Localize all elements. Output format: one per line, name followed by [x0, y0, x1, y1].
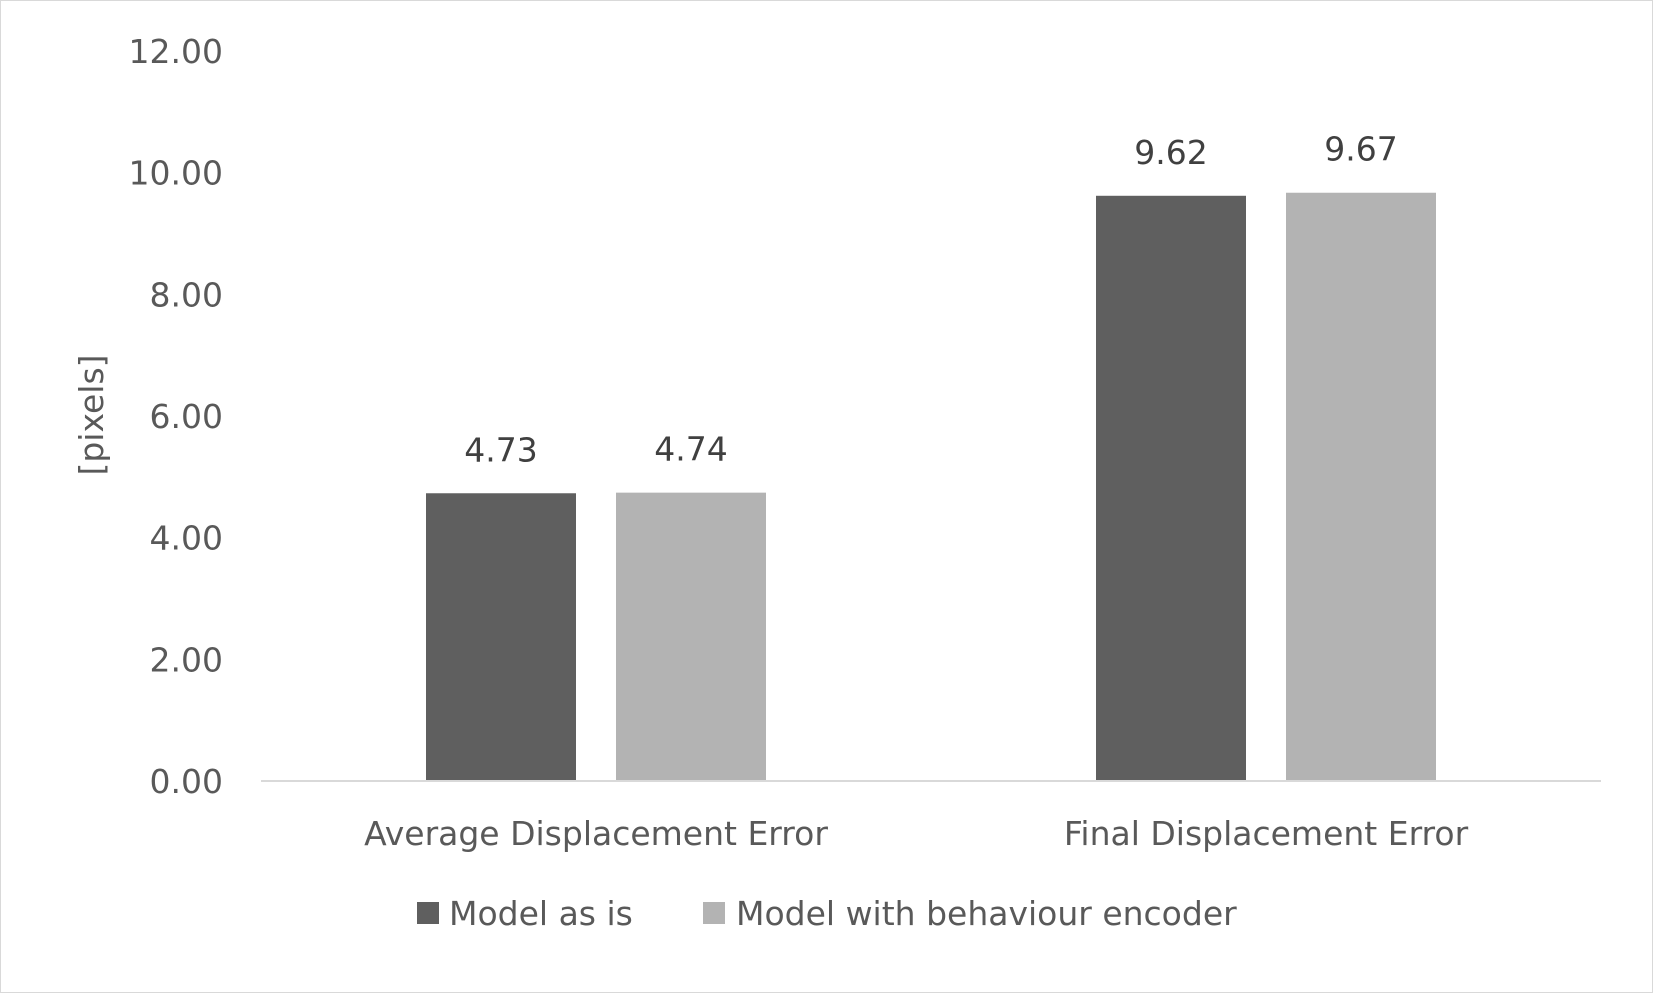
- legend-swatch: [417, 902, 439, 924]
- y-axis-title: [pixels]: [72, 354, 111, 475]
- data-label: 9.62: [1134, 133, 1207, 172]
- bar: [1286, 192, 1436, 781]
- y-tick-label: 2.00: [150, 640, 223, 679]
- legend-label: Model with behaviour encoder: [736, 894, 1237, 933]
- bar: [426, 493, 576, 781]
- y-tick-label: 6.00: [150, 397, 223, 436]
- legend-label: Model as is: [449, 894, 633, 933]
- y-tick-label: 10.00: [129, 154, 223, 193]
- legend-swatch: [703, 902, 725, 924]
- category-label: Average Displacement Error: [364, 814, 828, 853]
- y-tick-label: 4.00: [150, 519, 223, 558]
- y-tick-label: 8.00: [150, 275, 223, 314]
- y-axis-ticks: 0.00 2.00 4.00 6.00 8.00 10.00 12.00: [129, 32, 223, 801]
- bar: [1096, 195, 1246, 782]
- category-label: Final Displacement Error: [1064, 814, 1469, 853]
- legend: Model as is Model with behaviour encoder: [417, 894, 1237, 933]
- bars: 4.73 4.74 9.62 9.67: [426, 130, 1436, 782]
- y-tick-label: 0.00: [150, 762, 223, 801]
- data-label: 9.67: [1324, 130, 1397, 169]
- data-label: 4.74: [654, 430, 727, 469]
- category-labels: Average Displacement Error Final Displace…: [364, 814, 1468, 853]
- y-tick-label: 12.00: [129, 32, 223, 71]
- data-label: 4.73: [464, 430, 537, 469]
- bar: [616, 492, 766, 781]
